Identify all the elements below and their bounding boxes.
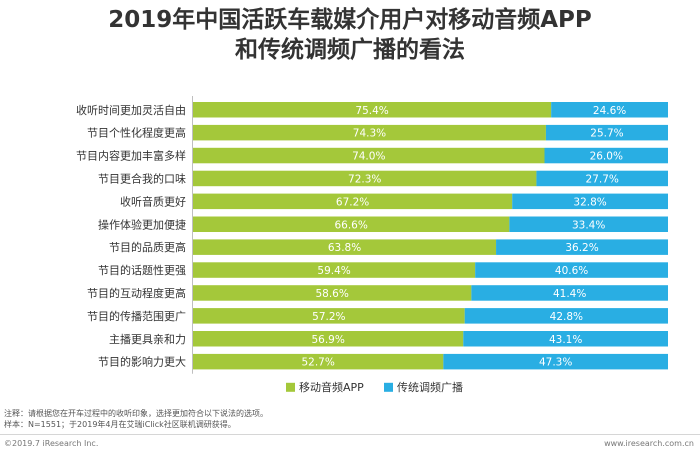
footer-divider: [0, 434, 700, 435]
bar-segment-fm: [464, 308, 668, 324]
data-label: 52.7%: [301, 357, 334, 369]
category-label: 节目的话题性更强: [98, 263, 186, 277]
bar-segment-fm: [551, 102, 668, 118]
website-text: www.iresearch.com.cn: [604, 439, 694, 448]
data-label: 74.3%: [353, 128, 386, 140]
data-label: 72.3%: [348, 173, 381, 185]
data-label: 24.6%: [593, 105, 626, 117]
category-label: 节目内容更加丰富多样: [76, 149, 186, 163]
bar-segment-app: [193, 124, 546, 141]
data-label: 63.8%: [328, 242, 361, 254]
bar-segment-fm: [443, 353, 668, 370]
bar-segment-fm: [544, 147, 668, 164]
category-label: 收听时间更加灵活自由: [76, 103, 186, 117]
data-label: 59.4%: [317, 265, 350, 277]
bar-segment-fm: [471, 285, 668, 301]
data-label: 33.4%: [572, 219, 605, 231]
data-label: 56.9%: [311, 334, 344, 346]
bar-segment-app: [193, 285, 472, 301]
copyright-text: ©2019.7 iResearch Inc.: [4, 439, 99, 448]
data-label: 74.0%: [352, 151, 385, 163]
bar-segment-fm: [536, 170, 668, 187]
data-label: 47.3%: [539, 357, 572, 369]
data-label: 67.2%: [336, 196, 369, 208]
bar-segment-app: [193, 262, 476, 278]
data-label: 66.6%: [334, 219, 367, 231]
chart-sample-note: 样本：N=1551；于2019年4月在艾瑞iClick社区联机调研获得。: [4, 420, 236, 429]
category-label: 节目的互动程度更高: [87, 286, 186, 300]
category-label: 节目的品质更高: [109, 240, 186, 254]
legend-swatch: [384, 382, 393, 392]
category-label: 节目个性化程度更高: [87, 126, 186, 140]
data-label: 36.2%: [565, 242, 598, 254]
chart-title-line-1: 2019年中国活跃车载媒介用户对移动音频APP: [108, 7, 592, 33]
bar-segment-fm: [496, 239, 668, 255]
category-label: 收听音质更好: [120, 194, 186, 208]
data-label: 42.8%: [550, 311, 583, 323]
data-label: 43.1%: [549, 334, 582, 346]
bar-segment-fm: [512, 193, 668, 210]
data-label: 25.7%: [590, 128, 623, 140]
data-label: 32.8%: [573, 196, 606, 208]
bar-segment-app: [193, 308, 465, 324]
data-label: 75.4%: [355, 105, 388, 117]
bar-segment-app: [193, 239, 497, 255]
bar-segment-fm: [475, 262, 668, 278]
category-label: 节目的传播范围更广: [87, 309, 186, 323]
legend-label: 移动音频APP: [299, 380, 364, 394]
bar-segment-app: [193, 102, 552, 118]
category-label: 节目更合我的口味: [98, 171, 186, 185]
chart-title-line-2: 和传统调频广播的看法: [235, 37, 465, 63]
bar-segment-app: [193, 170, 537, 187]
legend-swatch: [286, 382, 295, 392]
bar-segment-app: [193, 193, 513, 210]
bar-segment-fm: [509, 216, 668, 232]
category-label: 主播更具亲和力: [109, 332, 186, 346]
bar-segment-app: [193, 353, 444, 370]
bar-segment-app: [193, 147, 545, 164]
data-label: 41.4%: [553, 288, 586, 300]
bar-segment-app: [193, 331, 464, 347]
data-label: 40.6%: [555, 265, 588, 277]
data-label: 26.0%: [590, 151, 623, 163]
category-label: 操作体验更加便捷: [98, 217, 186, 231]
data-label: 58.6%: [315, 288, 348, 300]
bar-segment-app: [193, 216, 510, 232]
bar-segment-fm: [545, 124, 668, 141]
data-label: 57.2%: [312, 311, 345, 323]
chart-note: 注释：请根据您在开车过程中的收听印象，选择更加符合以下说法的选项。: [4, 409, 268, 418]
legend-label: 传统调频广播: [397, 380, 463, 394]
category-label: 节目的影响力更大: [98, 355, 186, 369]
data-label: 27.7%: [586, 173, 619, 185]
bar-segment-fm: [463, 331, 668, 347]
